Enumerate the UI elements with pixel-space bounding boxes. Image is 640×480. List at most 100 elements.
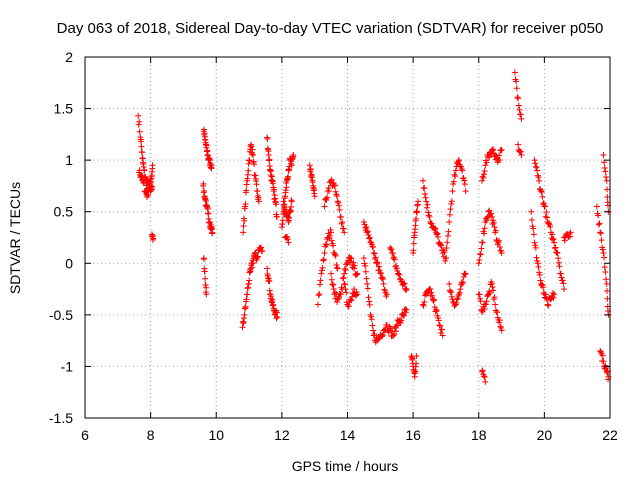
data-point xyxy=(363,275,370,282)
data-point xyxy=(481,305,488,312)
data-point xyxy=(540,200,547,207)
data-point xyxy=(366,234,373,241)
data-point xyxy=(318,270,325,277)
data-point xyxy=(455,158,462,165)
data-point xyxy=(286,215,293,222)
data-point xyxy=(446,280,453,287)
y-tick-label: -1 xyxy=(61,358,74,374)
data-point xyxy=(441,248,448,255)
data-point xyxy=(273,315,280,322)
data-point xyxy=(528,208,535,215)
data-point xyxy=(285,173,292,180)
data-point xyxy=(316,291,323,298)
data-points xyxy=(135,69,612,385)
data-point xyxy=(350,259,357,266)
data-point xyxy=(549,231,556,238)
data-point xyxy=(498,249,505,256)
data-point xyxy=(314,301,321,308)
y-tick-label: 0 xyxy=(65,255,73,271)
data-point xyxy=(436,322,443,329)
data-point xyxy=(530,225,537,232)
data-point xyxy=(315,292,322,299)
data-point xyxy=(395,322,402,329)
data-point xyxy=(551,291,558,298)
data-point xyxy=(340,225,347,232)
data-point xyxy=(486,207,493,214)
data-point xyxy=(431,225,438,232)
data-point xyxy=(448,289,455,296)
x-tick-label: 16 xyxy=(405,427,421,443)
data-point xyxy=(246,157,253,164)
data-point xyxy=(489,284,496,291)
data-point xyxy=(378,274,385,281)
x-axis-label: GPS time / hours xyxy=(292,458,399,474)
data-point xyxy=(419,177,426,184)
data-point xyxy=(539,193,546,200)
data-point xyxy=(144,186,151,193)
data-point xyxy=(245,167,252,174)
data-point xyxy=(368,313,375,320)
data-point xyxy=(542,213,549,220)
data-point xyxy=(434,230,441,237)
data-point xyxy=(601,254,608,261)
data-point xyxy=(486,289,493,296)
y-axis-label: SDTVAR / TECUs xyxy=(7,182,23,294)
data-point xyxy=(423,198,430,205)
data-point xyxy=(369,322,376,329)
data-point xyxy=(389,250,396,257)
data-point xyxy=(482,301,489,308)
data-point xyxy=(433,307,440,314)
data-point xyxy=(496,237,503,244)
data-point xyxy=(536,177,543,184)
data-point xyxy=(273,213,280,220)
data-point xyxy=(365,231,372,238)
data-point xyxy=(370,244,377,251)
data-point xyxy=(360,255,367,262)
data-point xyxy=(462,188,469,195)
data-point xyxy=(323,242,330,249)
data-point xyxy=(401,280,408,287)
data-point xyxy=(485,291,492,298)
data-point xyxy=(425,209,432,216)
data-point xyxy=(601,264,608,271)
data-point xyxy=(429,292,436,299)
data-point xyxy=(604,295,611,302)
data-point xyxy=(393,262,400,269)
data-point xyxy=(349,293,356,300)
data-point xyxy=(513,78,520,85)
data-point xyxy=(457,286,464,293)
data-point xyxy=(379,332,386,339)
data-point xyxy=(516,106,523,113)
data-point xyxy=(439,326,445,333)
data-point xyxy=(307,166,314,173)
data-point xyxy=(433,306,440,313)
data-point xyxy=(550,294,557,301)
data-point xyxy=(449,188,456,195)
data-point xyxy=(249,146,256,153)
data-point xyxy=(542,203,549,210)
data-point xyxy=(535,264,542,271)
data-point xyxy=(421,184,428,191)
data-point xyxy=(252,249,259,256)
data-point xyxy=(326,187,333,194)
data-point xyxy=(290,151,297,158)
data-point xyxy=(567,229,574,236)
data-point xyxy=(597,347,604,354)
data-point xyxy=(551,239,558,246)
data-point xyxy=(532,160,539,167)
data-point xyxy=(343,261,350,268)
data-point xyxy=(596,220,603,227)
data-point xyxy=(437,322,444,329)
data-point xyxy=(371,250,378,257)
data-point xyxy=(536,271,543,278)
data-point xyxy=(560,280,567,287)
data-point xyxy=(269,296,276,303)
data-point xyxy=(253,181,260,188)
data-point xyxy=(478,245,485,252)
y-tick-label: -1.5 xyxy=(49,410,73,426)
data-point xyxy=(538,189,545,196)
data-point xyxy=(528,217,535,224)
data-point xyxy=(603,276,610,283)
data-point xyxy=(413,215,420,222)
